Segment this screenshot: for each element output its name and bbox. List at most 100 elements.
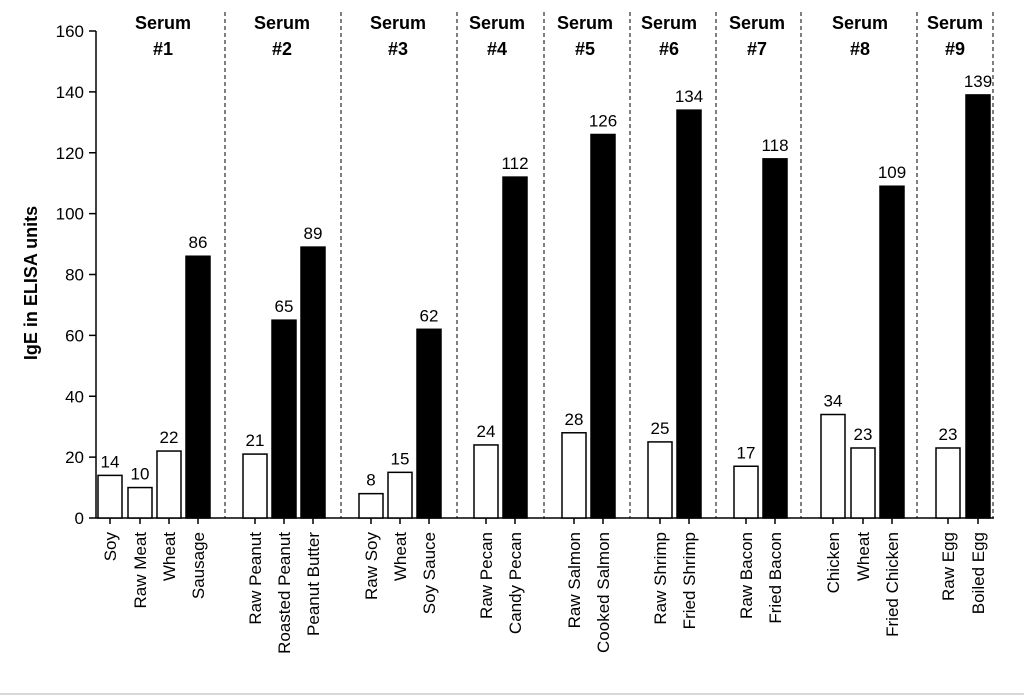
bars	[97, 94, 991, 519]
bar	[879, 185, 905, 519]
y-tick-label: 120	[56, 144, 84, 163]
bar	[590, 133, 616, 519]
data-label: 22	[160, 428, 179, 447]
serum-label-line2: #4	[487, 39, 507, 59]
data-label: 109	[878, 163, 906, 182]
y-tick-label: 100	[56, 205, 84, 224]
data-label: 21	[246, 431, 265, 450]
category-label: Raw Shrimp	[651, 532, 670, 625]
category-label: Candy Pecan	[506, 532, 525, 634]
bar	[300, 246, 326, 519]
bar	[185, 255, 211, 519]
data-label: 112	[501, 154, 528, 173]
data-label: 86	[189, 233, 208, 252]
data-label: 25	[651, 419, 670, 438]
data-label: 126	[589, 111, 617, 130]
data-label: 65	[275, 297, 294, 316]
bar	[850, 447, 876, 519]
bar	[965, 94, 991, 519]
category-label: Peanut Butter	[304, 532, 323, 636]
category-label: Wheat	[854, 532, 873, 581]
y-axis-title: IgE in ELISA units	[21, 206, 41, 360]
data-label: 28	[565, 410, 584, 429]
bar	[358, 492, 384, 519]
category-label: Wheat	[391, 532, 410, 581]
category-label: Raw Soy	[362, 532, 381, 601]
category-label: Chicken	[824, 532, 843, 593]
category-label: Sausage	[189, 532, 208, 599]
serum-label-line1: Serum	[729, 13, 785, 33]
category-label: Raw Peanut	[246, 532, 265, 625]
serum-label-line1: Serum	[557, 13, 613, 33]
bar	[502, 176, 528, 519]
category-label: Soy	[101, 532, 120, 562]
serum-label-line1: Serum	[370, 13, 426, 33]
bar	[676, 109, 702, 519]
bar	[733, 465, 759, 519]
data-label: 89	[304, 224, 323, 243]
data-label: 23	[939, 425, 958, 444]
bar	[820, 413, 846, 519]
serum-label-line2: #1	[153, 39, 173, 59]
bar	[935, 447, 961, 519]
category-label: Fried Shrimp	[680, 532, 699, 629]
labels: Serum #1 14 Soy 10 Raw Meat 22 Wheat 86 Sausage Se…	[101, 13, 993, 654]
category-label: Raw Egg	[939, 532, 958, 601]
group-separators	[224, 12, 994, 518]
bar	[156, 450, 182, 519]
category-label: Raw Pecan	[477, 532, 496, 619]
bar	[473, 444, 499, 519]
y-tick-label: 80	[65, 266, 84, 285]
category-label: Raw Bacon	[737, 532, 756, 619]
category-label: Fried Chicken	[883, 532, 902, 637]
category-label: Wheat	[160, 532, 179, 581]
category-label: Raw Meat	[131, 532, 150, 609]
y-tick-label: 160	[56, 22, 84, 41]
data-label: 17	[737, 443, 756, 462]
serum-label-line2: #7	[747, 39, 767, 59]
data-label: 24	[477, 422, 496, 441]
serum-label-line1: Serum	[135, 13, 191, 33]
bar	[416, 328, 442, 519]
y-tick-label: 20	[65, 448, 84, 467]
category-label: Boiled Egg	[969, 532, 988, 614]
bar	[271, 319, 297, 519]
data-label: 134	[675, 87, 703, 106]
category-label: Cooked Salmon	[594, 532, 613, 653]
y-tick-label: 60	[65, 326, 84, 345]
data-label: 23	[854, 425, 873, 444]
category-label: Roasted Peanut	[275, 532, 294, 654]
serum-label-line2: #3	[388, 39, 408, 59]
data-label: 8	[366, 471, 375, 490]
serum-label-line2: #8	[850, 39, 870, 59]
category-label: Soy Sauce	[420, 532, 439, 614]
category-label: Fried Bacon	[766, 532, 785, 624]
category-label: Raw Salmon	[565, 532, 584, 628]
bar	[561, 432, 587, 519]
bar	[127, 486, 153, 519]
bar	[762, 158, 788, 519]
y-tick-label: 40	[65, 387, 84, 406]
serum-label-line1: Serum	[927, 13, 983, 33]
serum-label-line1: Serum	[832, 13, 888, 33]
bar	[387, 471, 413, 519]
serum-label-line2: #5	[575, 39, 595, 59]
bar	[97, 474, 123, 519]
bar	[242, 453, 268, 519]
serum-label-line1: Serum	[469, 13, 525, 33]
data-label: 118	[761, 136, 788, 155]
serum-label-line1: Serum	[254, 13, 310, 33]
serum-label-line2: #9	[945, 39, 965, 59]
serum-label-line2: #6	[659, 39, 679, 59]
data-label: 15	[391, 449, 410, 468]
data-label: 10	[131, 465, 150, 484]
serum-label-line2: #2	[272, 39, 292, 59]
serum-label-line1: Serum	[641, 13, 697, 33]
y-tick-label: 0	[75, 509, 84, 528]
data-label: 139	[964, 72, 992, 91]
data-label: 14	[101, 452, 120, 471]
y-tick-label: 140	[56, 83, 84, 102]
data-label: 62	[420, 306, 439, 325]
bar	[647, 441, 673, 519]
